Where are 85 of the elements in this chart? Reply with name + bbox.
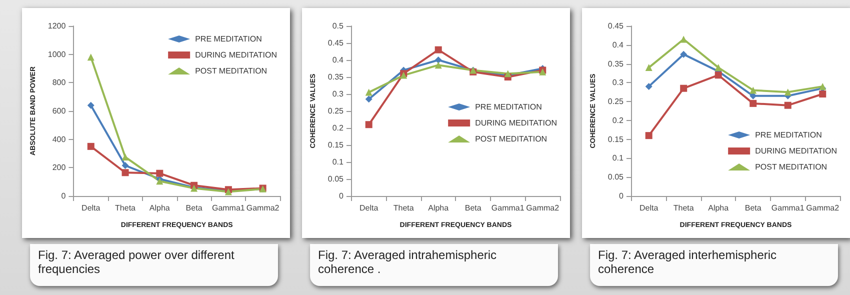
y-tick-label: 1200: [48, 22, 66, 30]
x-tick-label: Beta: [186, 204, 203, 212]
x-tick-label: Beta: [744, 204, 762, 212]
point: [750, 86, 757, 94]
point: [645, 82, 652, 90]
legend-label: POST MEDITATION: [195, 66, 268, 76]
legend-label: DURING MEDITATION: [475, 118, 558, 128]
y-tick-label: 0.1: [612, 154, 624, 163]
legend-label: DURING MEDITATION: [195, 50, 278, 60]
point: [714, 72, 722, 79]
point: [680, 50, 688, 58]
point: [156, 170, 164, 177]
x-tick-label: Delta: [360, 204, 379, 212]
point: [680, 84, 688, 92]
point: [680, 36, 688, 43]
legend-label: DURING MEDITATION: [755, 146, 838, 156]
y-tick-label: 0.2: [332, 124, 344, 132]
y-tick-label: 1000: [48, 50, 66, 59]
x-tick-label: Gamma2: [806, 204, 840, 212]
x-tick-label: Gamma2: [246, 204, 280, 212]
point: [365, 96, 372, 103]
point: [819, 90, 826, 98]
y-tick-label: 0.35: [608, 59, 624, 68]
point: [714, 64, 722, 72]
caption: Fig. 7: Averaged power over different frequencies: [38, 248, 236, 276]
legend-label: PRE MEDITATION: [475, 102, 542, 112]
y-tick-label: 0: [619, 192, 624, 200]
x-tick-label: Gamma1: [771, 204, 805, 212]
y-tick-label: 0.45: [608, 22, 624, 30]
x-tick-label: Theta: [393, 204, 414, 212]
x-tick-label: Delta: [640, 204, 659, 212]
point: [87, 54, 94, 61]
x-tick-label: Delta: [82, 204, 101, 212]
y-tick-label: 0.5: [332, 22, 344, 30]
y-tick-label: 600: [52, 106, 66, 116]
point: [434, 56, 442, 64]
caption: Fig. 7: Averaged interhemispheric coherence: [598, 248, 778, 276]
point: [365, 88, 372, 96]
point: [645, 132, 652, 140]
y-tick-label: 0.35: [328, 72, 344, 82]
point: [434, 46, 442, 54]
y-tick-label: 0: [61, 192, 66, 200]
point: [784, 102, 792, 109]
y-tick-label: 0.1: [332, 158, 344, 166]
y-tick-label: 800: [52, 78, 66, 88]
point: [645, 64, 652, 72]
y-tick-label: 0.05: [328, 174, 344, 184]
y-tick-label: 0.2: [612, 116, 624, 125]
x-tick-label: Gamma1: [212, 204, 246, 212]
x-tick-label: Beta: [464, 204, 482, 212]
y-tick-label: 0.25: [328, 106, 344, 116]
point: [434, 62, 442, 69]
point: [784, 88, 792, 96]
y-tick-label: 200: [52, 163, 66, 172]
point: [122, 154, 129, 161]
x-tick-label: Gamma1: [491, 204, 525, 212]
y-tick-label: 0.05: [608, 172, 624, 182]
x-tick-label: Theta: [673, 204, 694, 212]
x-tick-label: Alpha: [708, 204, 730, 212]
point: [87, 142, 94, 150]
point: [156, 178, 164, 185]
point: [122, 162, 129, 170]
y-tick-label: 0.45: [328, 38, 344, 48]
y-tick-label: 0.3: [332, 90, 344, 98]
x-tick-label: Gamma2: [526, 204, 560, 212]
y-tick-label: 0.4: [612, 40, 624, 50]
x-tick-label: Alpha: [428, 204, 450, 212]
legend-label: POST MEDITATION: [755, 162, 828, 172]
y-tick-label: 0.3: [612, 78, 624, 88]
point: [87, 102, 94, 109]
x-tick-label: Alpha: [149, 204, 170, 212]
point: [365, 121, 372, 128]
y-tick-label: 0.4: [332, 56, 344, 64]
y-tick-label: 400: [52, 134, 66, 144]
y-tick-label: 0.25: [608, 97, 624, 106]
legend-label: PRE MEDITATION: [195, 34, 262, 44]
y-tick-label: 0.15: [608, 134, 624, 144]
caption: Fig. 7: Averaged intrahemispheric coherence .: [318, 248, 498, 276]
legend-label: POST MEDITATION: [475, 134, 548, 144]
point: [122, 169, 129, 176]
y-tick-label: 0: [339, 192, 344, 200]
point: [750, 100, 757, 107]
x-tick-label: Theta: [115, 204, 136, 212]
legend-label: PRE MEDITATION: [755, 130, 822, 140]
y-tick-label: 0.15: [328, 140, 344, 150]
